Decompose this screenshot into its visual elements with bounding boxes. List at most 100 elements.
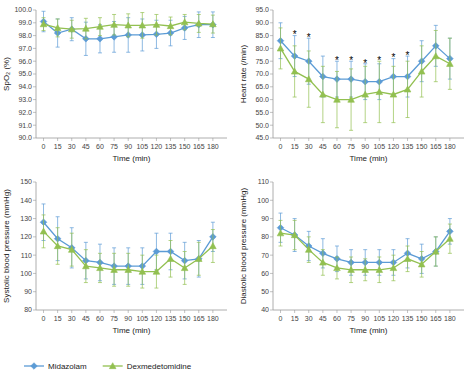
x-tick <box>212 138 213 141</box>
x-tick-label: 60 <box>96 315 104 322</box>
legend-marker <box>31 363 38 370</box>
series-line <box>281 48 450 99</box>
x-tick <box>421 310 422 313</box>
point <box>348 96 355 102</box>
y-tick <box>33 74 36 75</box>
panel: 0153045607590105120135150165180809010011… <box>2 178 227 335</box>
x-tick-label: 165 <box>193 143 205 150</box>
x-tick-label: 180 <box>207 315 219 322</box>
plot-area <box>40 204 216 288</box>
x-tick-label: 30 <box>305 143 313 150</box>
panel: 015304560759010512013515016518090.091.09… <box>2 6 227 163</box>
point <box>181 265 188 271</box>
x-tick <box>336 138 337 141</box>
point <box>432 248 439 254</box>
y-tick-label: 100 <box>20 270 32 277</box>
point <box>68 26 75 32</box>
y-axis-label: Systolic blood pressure (mmHg) <box>2 189 11 303</box>
y-tick <box>270 218 273 219</box>
y-tick <box>270 310 273 311</box>
x-axis-line <box>273 138 464 139</box>
y-tick-label: 140 <box>20 197 32 204</box>
x-tick-label: 75 <box>347 143 355 150</box>
x-tick <box>435 310 436 313</box>
x-tick-label: 105 <box>373 143 385 150</box>
y-tick <box>33 200 36 201</box>
y-tick <box>270 255 273 256</box>
panel: 0153045607590105120135150165180405060708… <box>239 178 464 335</box>
y-tick-label: 60.0 <box>255 96 269 103</box>
y-tick-label: 110 <box>21 252 32 259</box>
x-tick <box>322 310 323 313</box>
point <box>418 261 425 267</box>
x-tick-label: 90 <box>124 143 132 150</box>
plot-area <box>40 11 216 55</box>
x-tick-label: 120 <box>151 143 163 150</box>
panel: 015304560759010512013515016518045.050.05… <box>239 6 464 163</box>
x-tick <box>114 310 115 313</box>
x-tick <box>128 310 129 313</box>
y-tick-label: 85.0 <box>255 32 269 39</box>
x-tick <box>294 138 295 141</box>
x-tick <box>43 138 44 141</box>
x-tick <box>308 310 309 313</box>
point <box>40 21 47 27</box>
y-tick-label: 90.0 <box>18 134 32 141</box>
y-tick <box>33 310 36 311</box>
y-axis-label: Heart rate (/min) <box>239 45 248 104</box>
x-axis-label: Time (min) <box>113 154 151 163</box>
annotation: * <box>307 32 311 43</box>
x-tick <box>71 310 72 313</box>
point <box>167 23 174 29</box>
y-tick-label: 95.0 <box>18 70 32 77</box>
y-tick-label: 97.0 <box>18 45 32 52</box>
x-tick <box>142 310 143 313</box>
x-tick-label: 165 <box>430 143 442 150</box>
x-tick <box>142 138 143 141</box>
point <box>376 266 383 272</box>
x-tick <box>421 138 422 141</box>
point <box>54 243 61 249</box>
x-tick-label: 165 <box>193 315 205 322</box>
point <box>167 256 174 262</box>
point <box>320 91 327 97</box>
y-tick-label: 50.0 <box>255 122 269 129</box>
point <box>139 22 146 28</box>
y-tick-label: 90.0 <box>255 19 269 26</box>
point <box>334 96 341 102</box>
y-tick <box>33 125 36 126</box>
x-tick <box>184 138 185 141</box>
point <box>181 19 188 25</box>
x-tick <box>280 138 281 141</box>
point <box>305 246 312 252</box>
x-tick <box>280 310 281 313</box>
point <box>83 25 90 31</box>
x-tick-label: 180 <box>444 143 456 150</box>
y-tick-label: 98.0 <box>18 32 32 39</box>
point <box>40 228 47 234</box>
point <box>305 76 312 82</box>
legend-label: Midazolam <box>48 362 87 371</box>
series <box>277 28 453 130</box>
y-tick <box>33 86 36 87</box>
y-tick <box>33 10 36 11</box>
x-tick-label: 135 <box>165 143 177 150</box>
y-axis-label: Diastolic blood pressure (mmHg) <box>239 187 248 304</box>
x-tick-label: 150 <box>179 315 191 322</box>
y-tick-label: 70.0 <box>255 70 269 77</box>
y-tick <box>270 74 273 75</box>
annotation: * <box>391 52 395 63</box>
y-axis-line <box>36 182 37 310</box>
x-tick <box>184 310 185 313</box>
annotation: * <box>293 29 297 40</box>
x-axis-label: Time (min) <box>350 326 388 335</box>
x-tick <box>294 310 295 313</box>
y-tick-label: 93.0 <box>18 96 32 103</box>
point <box>68 246 75 252</box>
x-tick-label: 90 <box>361 315 369 322</box>
x-tick-label: 150 <box>416 315 428 322</box>
y-tick <box>33 48 36 49</box>
x-tick <box>99 138 100 141</box>
point <box>97 36 104 43</box>
x-tick <box>351 138 352 141</box>
